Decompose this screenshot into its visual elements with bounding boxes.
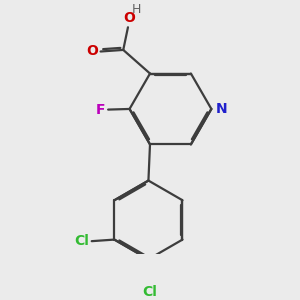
- Text: H: H: [132, 3, 142, 16]
- Text: F: F: [96, 103, 106, 117]
- Text: O: O: [86, 44, 98, 58]
- Text: O: O: [123, 11, 135, 25]
- Text: Cl: Cl: [74, 234, 89, 248]
- Text: Cl: Cl: [142, 285, 158, 299]
- Text: N: N: [215, 102, 227, 116]
